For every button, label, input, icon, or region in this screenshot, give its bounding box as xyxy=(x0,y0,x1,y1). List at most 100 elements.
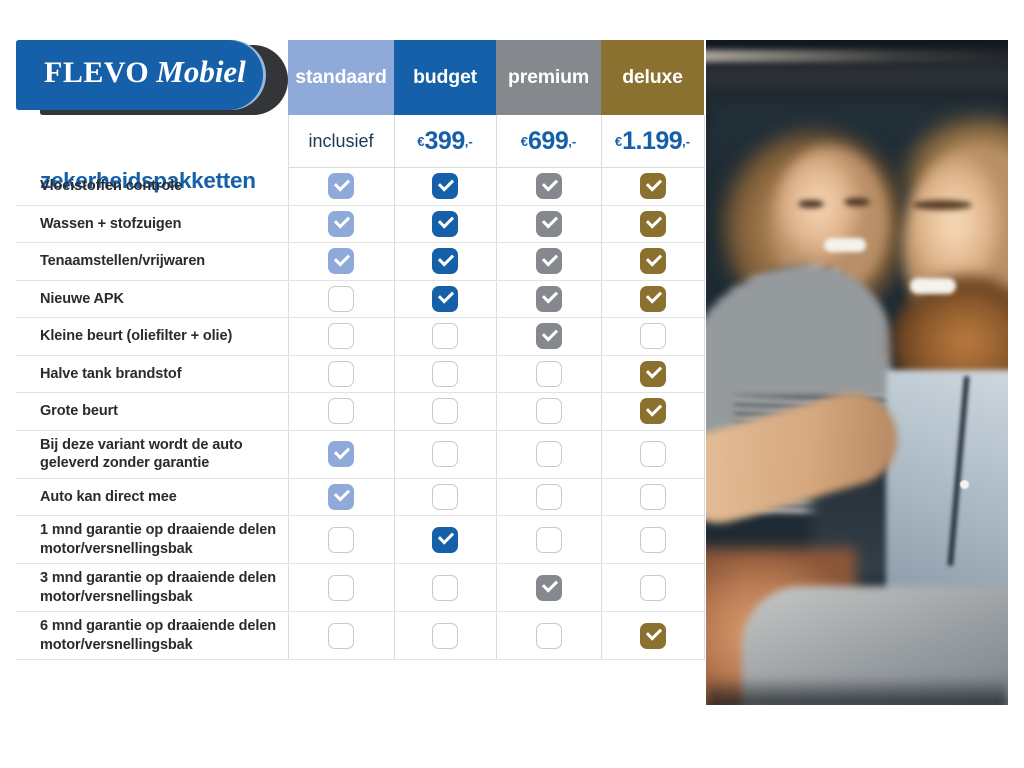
checkbox-unchecked-icon[interactable] xyxy=(432,574,458,601)
checkbox-checked-icon[interactable] xyxy=(432,526,458,553)
feature-cell[interactable] xyxy=(601,243,704,280)
feature-cell[interactable] xyxy=(288,564,394,611)
feature-cell[interactable] xyxy=(394,356,496,393)
checkbox-checked-icon[interactable] xyxy=(328,248,354,275)
checkbox-unchecked-icon[interactable] xyxy=(328,622,354,649)
checkbox-unchecked-icon[interactable] xyxy=(432,483,458,510)
feature-cell[interactable] xyxy=(288,516,394,563)
checkbox-unchecked-icon[interactable] xyxy=(328,360,354,387)
feature-cell[interactable] xyxy=(601,612,704,659)
column-header-deluxe[interactable]: deluxe xyxy=(601,40,704,115)
checkbox-unchecked-icon[interactable] xyxy=(328,398,354,425)
checkbox-unchecked-icon[interactable] xyxy=(432,323,458,350)
column-header-budget[interactable]: budget xyxy=(394,40,496,115)
checkbox-unchecked-icon[interactable] xyxy=(639,441,666,467)
checkbox-checked-icon[interactable] xyxy=(639,622,666,649)
checkbox-unchecked-icon[interactable] xyxy=(328,574,354,601)
checkbox-checked-icon[interactable] xyxy=(639,248,666,275)
checkbox-unchecked-icon[interactable] xyxy=(639,323,666,350)
checkbox-unchecked-icon[interactable] xyxy=(535,526,562,553)
feature-cell[interactable] xyxy=(288,168,394,205)
checkbox-checked-icon[interactable] xyxy=(432,248,458,275)
checkbox-checked-icon[interactable] xyxy=(432,210,458,237)
feature-cell[interactable] xyxy=(288,431,394,478)
feature-cell[interactable] xyxy=(601,516,704,563)
feature-cell[interactable] xyxy=(496,612,601,659)
checkbox-checked-icon[interactable] xyxy=(535,210,562,237)
checkbox-checked-icon[interactable] xyxy=(328,441,354,467)
feature-cell[interactable] xyxy=(394,564,496,611)
checkbox-unchecked-icon[interactable] xyxy=(328,526,354,553)
feature-cell[interactable] xyxy=(288,243,394,280)
feature-cell[interactable] xyxy=(496,243,601,280)
column-header-standaard[interactable]: standaard xyxy=(288,40,394,115)
checkbox-checked-icon[interactable] xyxy=(535,248,562,275)
feature-cell[interactable] xyxy=(601,356,704,393)
checkbox-checked-icon[interactable] xyxy=(535,574,562,601)
feature-cell[interactable] xyxy=(601,318,704,355)
feature-cell[interactable] xyxy=(496,393,601,430)
feature-cell[interactable] xyxy=(394,612,496,659)
checkbox-unchecked-icon[interactable] xyxy=(328,323,354,350)
feature-cell[interactable] xyxy=(496,318,601,355)
feature-cell[interactable] xyxy=(601,168,704,205)
checkbox-checked-icon[interactable] xyxy=(535,173,562,200)
checkbox-unchecked-icon[interactable] xyxy=(639,526,666,553)
feature-cell[interactable] xyxy=(601,431,704,478)
checkbox-unchecked-icon[interactable] xyxy=(535,441,562,467)
checkbox-checked-icon[interactable] xyxy=(432,285,458,312)
checkbox-checked-icon[interactable] xyxy=(328,210,354,237)
feature-cell[interactable] xyxy=(496,206,601,243)
checkbox-checked-icon[interactable] xyxy=(535,323,562,350)
feature-cell[interactable] xyxy=(288,479,394,516)
feature-cell[interactable] xyxy=(496,356,601,393)
checkbox-unchecked-icon[interactable] xyxy=(432,360,458,387)
feature-cell[interactable] xyxy=(394,479,496,516)
feature-cell[interactable] xyxy=(288,281,394,318)
checkbox-checked-icon[interactable] xyxy=(639,173,666,200)
feature-cell[interactable] xyxy=(394,516,496,563)
checkbox-checked-icon[interactable] xyxy=(328,173,354,200)
feature-cell[interactable] xyxy=(394,243,496,280)
checkbox-checked-icon[interactable] xyxy=(328,483,354,510)
checkbox-unchecked-icon[interactable] xyxy=(535,483,562,510)
feature-cell[interactable] xyxy=(394,393,496,430)
feature-cell[interactable] xyxy=(394,168,496,205)
checkbox-checked-icon[interactable] xyxy=(535,285,562,312)
checkbox-unchecked-icon[interactable] xyxy=(432,622,458,649)
feature-cell[interactable] xyxy=(394,318,496,355)
checkbox-unchecked-icon[interactable] xyxy=(328,285,354,312)
checkbox-checked-icon[interactable] xyxy=(639,360,666,387)
checkbox-unchecked-icon[interactable] xyxy=(639,483,666,510)
checkbox-checked-icon[interactable] xyxy=(432,173,458,200)
checkbox-unchecked-icon[interactable] xyxy=(639,574,666,601)
feature-cell[interactable] xyxy=(601,206,704,243)
feature-cell[interactable] xyxy=(496,168,601,205)
feature-cell[interactable] xyxy=(601,281,704,318)
feature-cell[interactable] xyxy=(496,479,601,516)
feature-cell[interactable] xyxy=(496,564,601,611)
feature-cell[interactable] xyxy=(601,393,704,430)
checkbox-unchecked-icon[interactable] xyxy=(535,360,562,387)
feature-cell[interactable] xyxy=(394,281,496,318)
feature-cell[interactable] xyxy=(288,318,394,355)
checkbox-unchecked-icon[interactable] xyxy=(432,441,458,467)
feature-cell[interactable] xyxy=(288,206,394,243)
feature-cell[interactable] xyxy=(601,479,704,516)
feature-cell[interactable] xyxy=(288,393,394,430)
column-header-premium[interactable]: premium xyxy=(496,40,601,115)
checkbox-unchecked-icon[interactable] xyxy=(535,398,562,425)
checkbox-checked-icon[interactable] xyxy=(639,398,666,425)
checkbox-checked-icon[interactable] xyxy=(639,210,666,237)
checkbox-checked-icon[interactable] xyxy=(639,285,666,312)
feature-cell[interactable] xyxy=(496,516,601,563)
feature-cell[interactable] xyxy=(601,564,704,611)
feature-cell[interactable] xyxy=(288,612,394,659)
feature-cell[interactable] xyxy=(394,206,496,243)
checkbox-unchecked-icon[interactable] xyxy=(432,398,458,425)
feature-cell[interactable] xyxy=(496,281,601,318)
feature-cell[interactable] xyxy=(394,431,496,478)
checkbox-unchecked-icon[interactable] xyxy=(535,622,562,649)
feature-cell[interactable] xyxy=(496,431,601,478)
feature-cell[interactable] xyxy=(288,356,394,393)
